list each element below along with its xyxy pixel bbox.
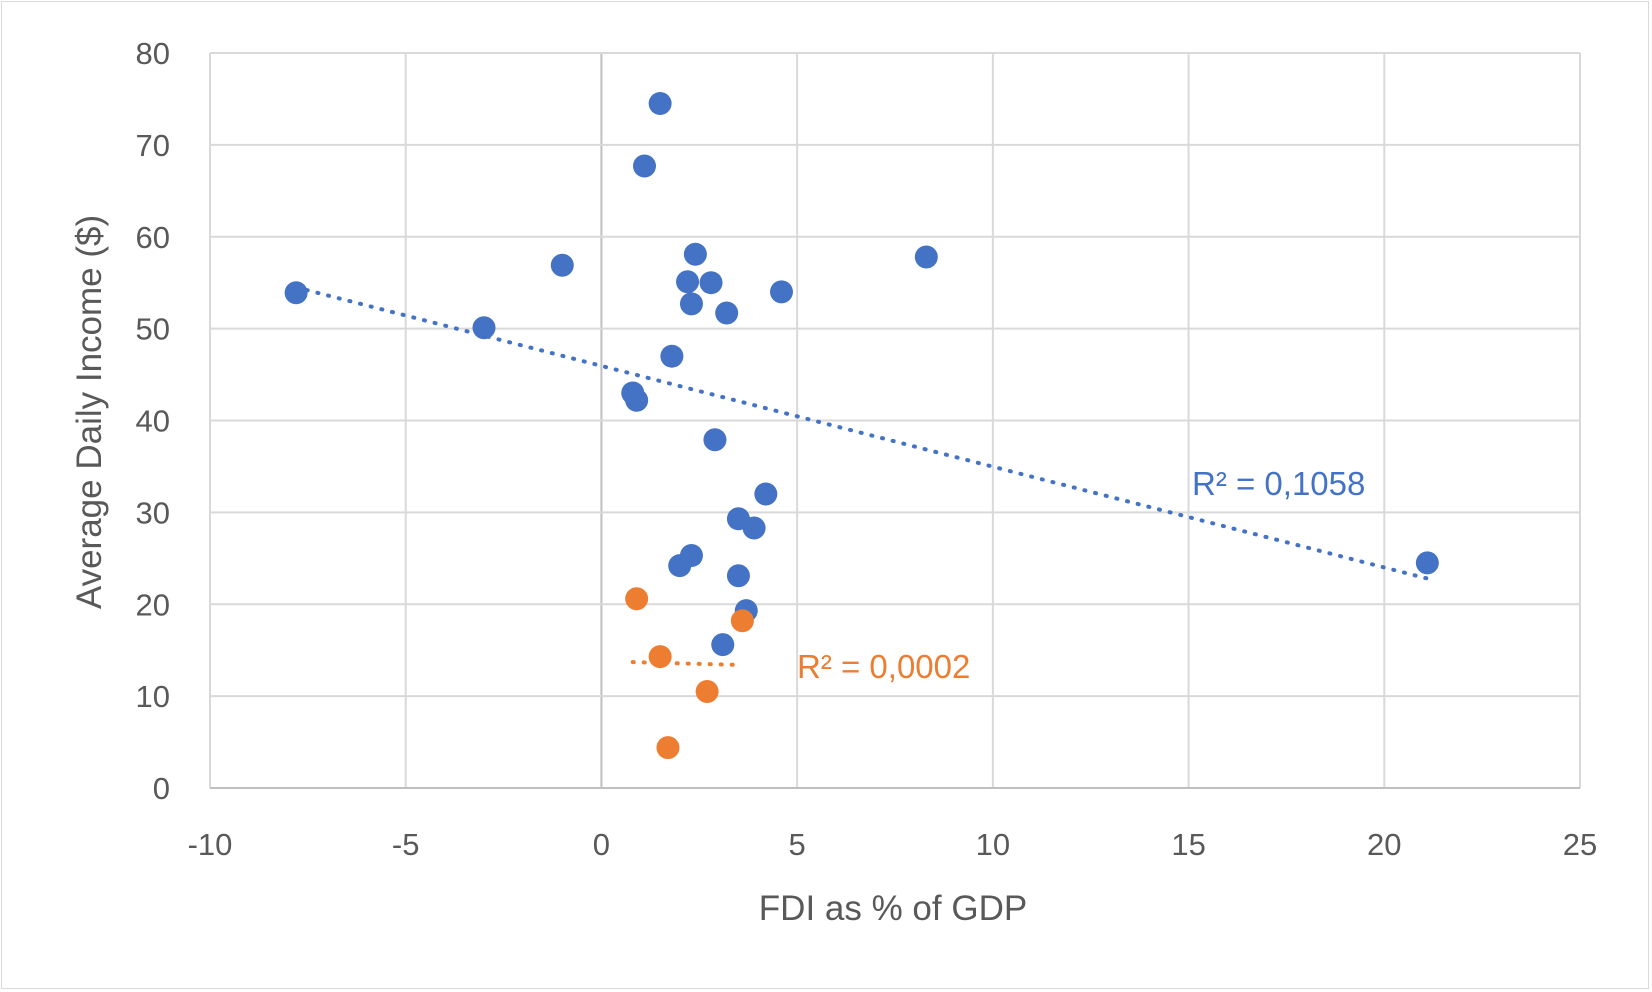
data-point-series-1	[660, 344, 684, 368]
data-point-series-1	[754, 482, 778, 506]
data-point-series-1	[1415, 551, 1439, 575]
data-point-layer	[284, 92, 1439, 760]
data-point-series-1	[679, 292, 703, 316]
data-point-series-1	[648, 92, 672, 116]
data-point-series-1	[550, 253, 574, 277]
x-tick-label: 20	[1367, 827, 1401, 862]
data-point-series-1	[711, 633, 735, 657]
x-axis-title: FDI as % of GDP	[759, 889, 1027, 928]
y-tick-label: 30	[136, 495, 170, 530]
data-point-series-1	[715, 301, 739, 325]
x-tick-label: 0	[593, 827, 610, 862]
data-point-series-1	[703, 428, 727, 452]
data-point-series-1	[284, 281, 308, 305]
y-tick-label: 0	[153, 771, 170, 806]
data-point-series-2	[625, 587, 649, 611]
y-tick-label: 20	[136, 587, 170, 622]
trendline-series-2	[630, 660, 741, 667]
data-point-series-1	[668, 554, 692, 578]
trendline-series-1	[294, 285, 1430, 581]
y-tick-label: 40	[136, 404, 170, 439]
x-tick-label: 25	[1563, 827, 1597, 862]
x-tick-label: 15	[1171, 827, 1205, 862]
data-point-series-1	[625, 388, 649, 412]
data-point-series-2	[695, 680, 719, 704]
y-tick-label: 60	[136, 220, 170, 255]
data-point-series-1	[726, 564, 750, 588]
r-squared-label-series-2: R² = 0,0002	[797, 648, 970, 685]
r-squared-label-series-1: R² = 0,1058	[1192, 465, 1365, 502]
data-point-series-1	[742, 516, 766, 540]
data-point-series-1	[472, 316, 496, 340]
data-point-series-1	[699, 271, 723, 295]
x-tick-label: 5	[789, 827, 806, 862]
annotation-layer: R² = 0,1058 R² = 0,0002	[797, 465, 1365, 685]
y-tick-label: 50	[136, 312, 170, 347]
x-tick-label: -5	[392, 827, 420, 862]
y-tick-label: 70	[136, 128, 170, 163]
data-point-series-2	[648, 645, 672, 669]
data-point-series-1	[769, 280, 793, 304]
x-tick-label: 10	[976, 827, 1010, 862]
data-point-series-1	[914, 245, 938, 269]
data-point-series-1	[676, 270, 700, 294]
data-point-series-1	[683, 242, 707, 266]
y-tick-label: 10	[136, 679, 170, 714]
y-axis-title: Average Daily Income ($)	[70, 215, 109, 609]
data-point-series-2	[730, 609, 754, 633]
tick-label-layer: -10 -5 0 5 10 15 20 25 0 10 20 30 40 50 60 70 80	[136, 36, 1598, 862]
grid-layer	[209, 52, 1581, 789]
x-tick-label: -10	[188, 827, 233, 862]
data-point-series-2	[656, 736, 680, 760]
data-point-series-1	[632, 154, 656, 178]
trendline-layer	[294, 285, 1430, 667]
y-tick-label: 80	[136, 36, 170, 71]
